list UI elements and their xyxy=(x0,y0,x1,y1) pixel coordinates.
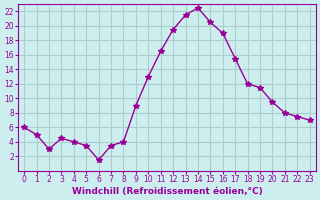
X-axis label: Windchill (Refroidissement éolien,°C): Windchill (Refroidissement éolien,°C) xyxy=(72,187,262,196)
